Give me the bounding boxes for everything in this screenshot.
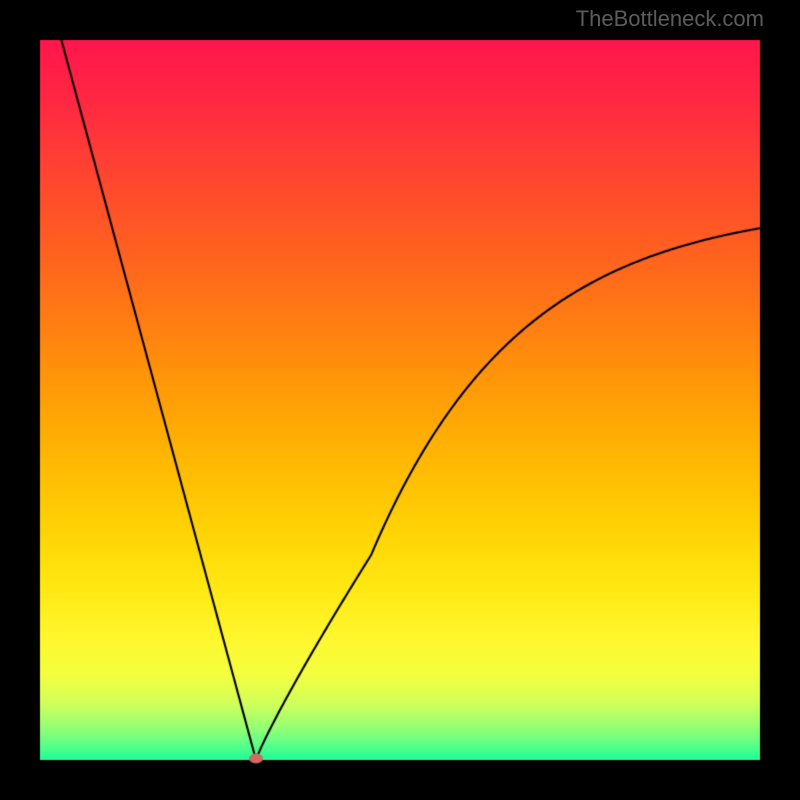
chart-stage: TheBottleneck.com bbox=[0, 0, 800, 800]
bottleneck-chart bbox=[0, 0, 800, 800]
